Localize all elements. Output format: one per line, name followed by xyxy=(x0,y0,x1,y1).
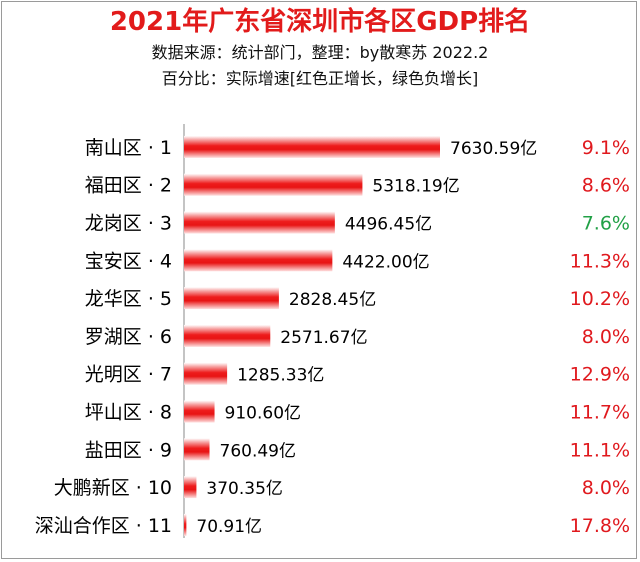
value-label: 2571.67亿 xyxy=(280,328,367,348)
bar xyxy=(184,173,363,196)
value-label: 70.91亿 xyxy=(196,517,262,537)
growth-rate-label: 9.1% xyxy=(582,137,630,159)
growth-rate-label: 10.2% xyxy=(570,288,630,310)
growth-rate-label: 11.1% xyxy=(570,439,630,461)
bar xyxy=(184,135,440,158)
value-label: 7630.59亿 xyxy=(450,139,537,159)
bar xyxy=(184,513,187,536)
bar xyxy=(184,476,197,499)
value-label: 2828.45亿 xyxy=(289,290,376,310)
growth-rate-label: 8.6% xyxy=(582,175,630,197)
value-label: 5318.19亿 xyxy=(372,177,459,197)
chart-subtitle-note: 百分比：实际增速[红色正增长，绿色负增长] xyxy=(161,69,479,88)
bar xyxy=(184,438,210,461)
category-label: 龙华区 · 5 xyxy=(85,288,172,310)
chart-title: 2021年广东省深圳市各区GDP排名 xyxy=(109,7,531,37)
bar xyxy=(184,324,271,347)
value-label: 4496.45亿 xyxy=(345,215,432,235)
bar xyxy=(184,362,228,385)
category-label: 深汕合作区 · 11 xyxy=(35,515,172,537)
bar xyxy=(184,211,335,234)
value-label: 370.35亿 xyxy=(206,479,282,499)
growth-rate-label: 8.0% xyxy=(582,326,630,348)
value-label: 1285.33亿 xyxy=(237,366,324,386)
category-label: 坪山区 · 8 xyxy=(85,402,172,424)
category-label: 宝安区 · 4 xyxy=(85,250,172,272)
value-label: 910.60亿 xyxy=(225,404,301,424)
bar xyxy=(184,287,279,310)
bar xyxy=(184,400,215,423)
growth-rate-label: 11.3% xyxy=(570,250,630,272)
growth-rate-label: 8.0% xyxy=(582,477,630,499)
bar xyxy=(184,249,333,272)
value-label: 4422.00亿 xyxy=(342,252,429,272)
chart-subtitle-source: 数据来源：统计部门，整理：by散寒苏 2022.2 xyxy=(151,43,489,62)
category-label: 龙岗区 · 3 xyxy=(85,213,172,235)
category-label: 盐田区 · 9 xyxy=(85,439,172,461)
category-label: 罗湖区 · 6 xyxy=(85,326,172,348)
category-label: 光明区 · 7 xyxy=(85,364,172,386)
growth-rate-label: 12.9% xyxy=(570,364,630,386)
growth-rate-label: 7.6% xyxy=(582,213,630,235)
growth-rate-label: 11.7% xyxy=(570,402,630,424)
category-label: 福田区 · 2 xyxy=(85,175,172,197)
category-label: 大鹏新区 · 10 xyxy=(54,477,172,499)
value-label: 760.49亿 xyxy=(220,441,296,461)
category-label: 南山区 · 1 xyxy=(85,137,172,159)
growth-rate-label: 17.8% xyxy=(570,515,630,537)
